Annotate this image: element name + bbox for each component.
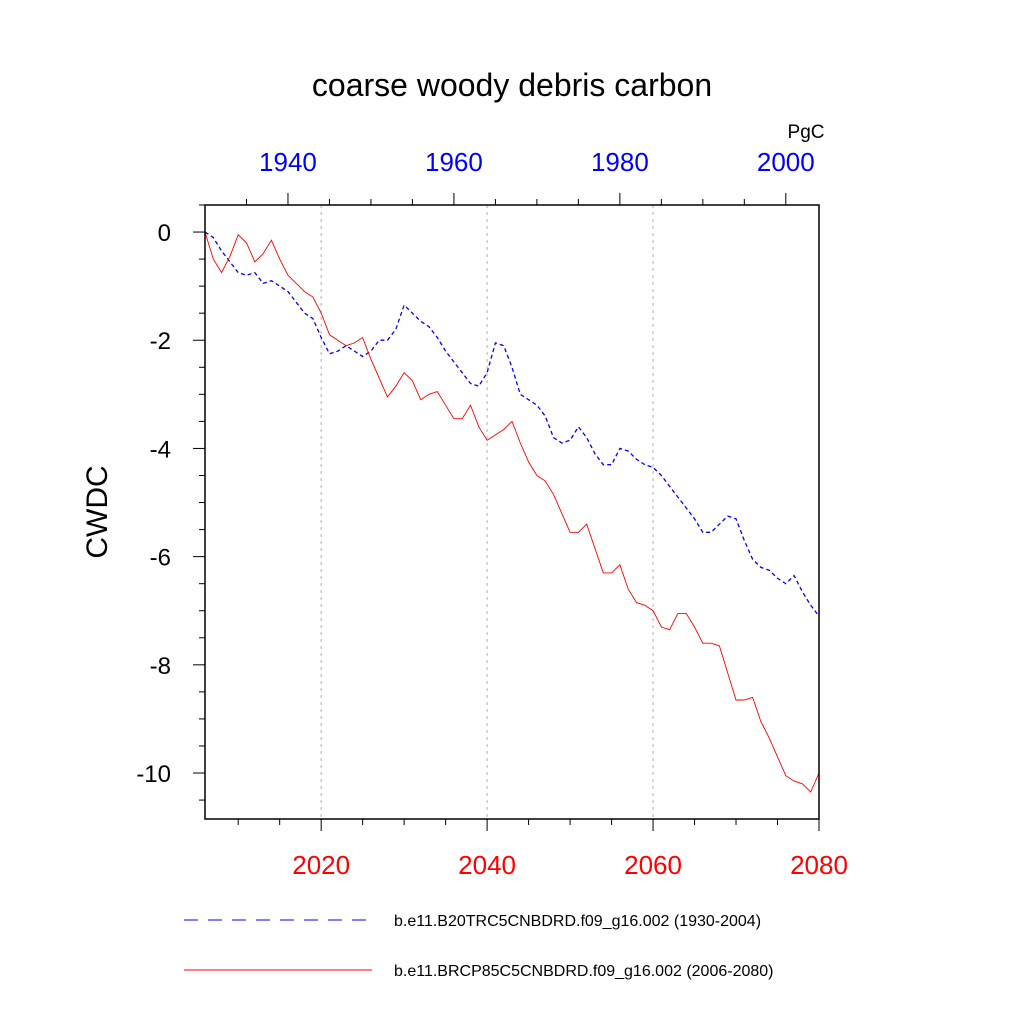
legend-label: b.e11.B20TRC5CNBDRD.f09_g16.002 (1930-20… [394,913,761,930]
top-tick-label: 1960 [425,147,483,177]
chart-title: coarse woody debris carbon [312,67,712,103]
top-tick-label: 1940 [259,147,317,177]
y-axis-ticks: 0 -2 -4 -6 -8 -10 [136,204,205,801]
y-tick-label: -2 [150,328,171,355]
bottom-tick-label: 2020 [292,850,350,880]
legend-label: b.e11.BRCP85C5CNBDRD.f09_g16.002 (2006-2… [394,963,773,980]
units-label: PgC [788,122,825,143]
bottom-axis-ticks: 2020 2040 2060 2080 [237,819,848,880]
bottom-tick-label: 2080 [790,850,848,880]
y-tick-label: 0 [158,220,171,247]
legend: b.e11.B20TRC5CNBDRD.f09_g16.002 (1930-20… [184,913,773,980]
series-line [204,231,820,617]
top-tick-label: 1980 [591,147,649,177]
y-tick-label: -8 [150,653,171,680]
y-tick-label: -10 [136,761,171,788]
bottom-tick-label: 2040 [458,850,516,880]
plot-frame [204,204,820,820]
bottom-tick-label: 2060 [624,850,682,880]
y-tick-label: -6 [150,545,171,572]
series-line [204,231,820,793]
series-layer [204,231,820,793]
gridlines [320,205,654,819]
y-tick-label: -4 [150,436,171,463]
top-tick-label: 2000 [757,147,815,177]
y-axis-label: CWDC [81,465,114,558]
top-axis-ticks: 1940 1960 1980 2000 [245,147,815,205]
